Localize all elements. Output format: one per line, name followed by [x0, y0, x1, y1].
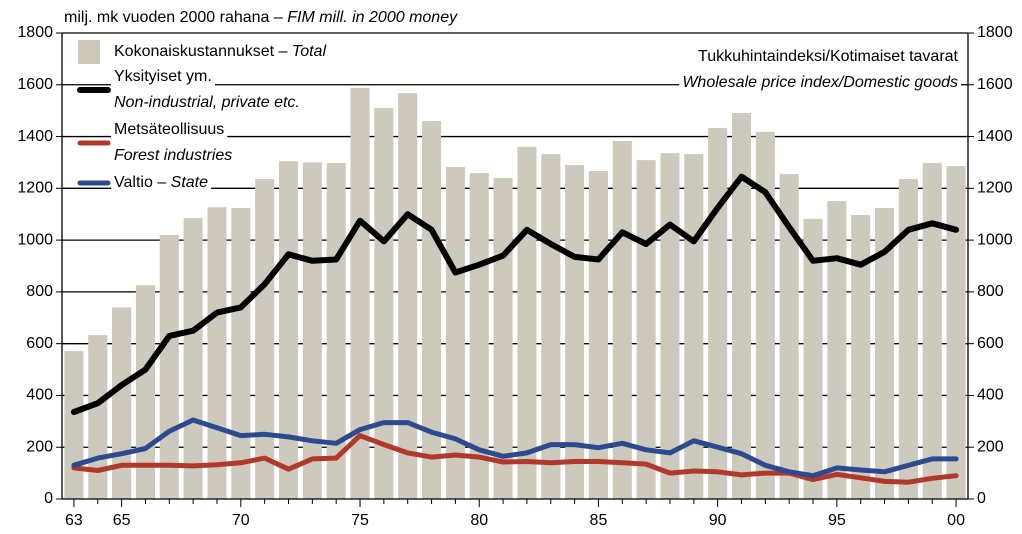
x-tick-label: 65	[113, 512, 131, 529]
bar	[660, 153, 680, 499]
bar	[278, 161, 299, 499]
bar	[255, 179, 275, 499]
bar	[159, 234, 179, 499]
label-background	[111, 173, 212, 193]
bar	[898, 179, 918, 499]
y2-tick-label: 600	[977, 335, 1004, 352]
index-note: Tukkuhintaindeksi/Kotimaiset tavarat	[698, 48, 959, 65]
y2-tick-label: 800	[977, 283, 1004, 300]
x-tick-label: 75	[351, 512, 369, 529]
label-backgrounds	[111, 42, 962, 193]
y-tick-label: 1400	[17, 128, 53, 145]
legend-label: Yksityiset ym.	[114, 68, 212, 85]
legend-name-en: State	[171, 174, 208, 191]
y2-tick-label: 1400	[977, 128, 1013, 145]
bar	[64, 350, 84, 499]
x-tick-label: 90	[709, 512, 727, 529]
bars	[64, 87, 966, 500]
y2-tick-label: 1600	[977, 76, 1013, 93]
y2-tick-label: 1800	[977, 24, 1013, 41]
bar	[231, 208, 251, 499]
labels: 0 200 400 600 800 1000 1200 1400 1600 1800 0 200 400…	[17, 24, 1012, 529]
legend-name: Valtio –	[114, 174, 166, 191]
legend-label-en: Non-industrial, private etc.	[114, 94, 300, 111]
bar	[827, 201, 847, 499]
legend-name-en: Total	[292, 43, 327, 60]
bar	[612, 140, 632, 499]
legend-swatch	[78, 40, 100, 64]
y2-tick-label: 400	[977, 387, 1004, 404]
x-tick-label: 63	[65, 512, 83, 529]
label-background	[111, 93, 303, 113]
y-tick-label: 1000	[17, 231, 53, 248]
x-tick-label: 80	[470, 512, 488, 529]
bar	[112, 307, 132, 499]
y2-tick-label: 0	[977, 490, 986, 507]
bar	[183, 218, 203, 499]
line	[71, 433, 959, 485]
label-background	[111, 67, 215, 87]
bar	[374, 108, 394, 500]
bar	[350, 87, 370, 499]
bar	[517, 146, 537, 499]
index-note-en: Wholesale price index/Domestic goods	[682, 74, 958, 91]
bar	[398, 93, 418, 499]
x-tick-label: 70	[232, 512, 250, 529]
bar	[565, 165, 585, 500]
bar	[851, 214, 871, 499]
bar	[684, 154, 704, 499]
y2-tick-label: 1000	[977, 231, 1013, 248]
bar	[946, 166, 966, 499]
bar	[779, 174, 799, 499]
y2-tick-label: 200	[977, 438, 1004, 455]
bar	[755, 131, 775, 499]
bar	[207, 207, 227, 499]
y-tick-label: 1800	[17, 24, 53, 41]
label-background	[695, 47, 962, 67]
unit-note-fi: milj. mk vuoden 2000 rahana –	[64, 9, 283, 26]
bar	[922, 162, 942, 499]
legend-label: Valtio – State	[114, 174, 208, 191]
legend-name: Kokonaiskustannukset –	[114, 43, 288, 60]
bar	[469, 173, 489, 499]
bar	[422, 121, 442, 500]
unit-note: milj. mk vuoden 2000 rahana – FIM mill. …	[64, 9, 458, 26]
label-background	[111, 120, 228, 140]
bar	[803, 218, 823, 500]
x-tick-label: 85	[590, 512, 608, 529]
legend-label-en: Forest industries	[114, 147, 232, 164]
y-tick-label: 1600	[17, 76, 53, 93]
bar	[731, 112, 752, 499]
bar	[88, 335, 108, 499]
bar	[302, 162, 322, 499]
label-background	[111, 146, 236, 166]
x-tick-label: 95	[828, 512, 846, 529]
y-tick-label: 1200	[17, 180, 53, 197]
label-background	[679, 73, 961, 93]
bar	[875, 208, 895, 499]
y2-tick-label: 1200	[977, 180, 1013, 197]
legend-label: Metsäteollisuus	[114, 121, 224, 138]
line	[71, 417, 959, 479]
legend-label: Kokonaiskustannukset – Total	[114, 43, 326, 60]
bar	[708, 128, 728, 500]
bar	[445, 167, 465, 500]
y-tick-label: 600	[26, 335, 53, 352]
label-background	[111, 42, 330, 62]
bar	[493, 177, 513, 499]
y-tick-label: 0	[44, 490, 53, 507]
unit-note-en: FIM mill. in 2000 money	[287, 9, 458, 26]
x-tick-label: 00	[947, 512, 965, 529]
lines	[70, 173, 960, 485]
y-tick-label: 200	[26, 438, 53, 455]
y-tick-label: 800	[26, 283, 53, 300]
y-tick-label: 400	[26, 387, 53, 404]
line	[70, 173, 960, 415]
